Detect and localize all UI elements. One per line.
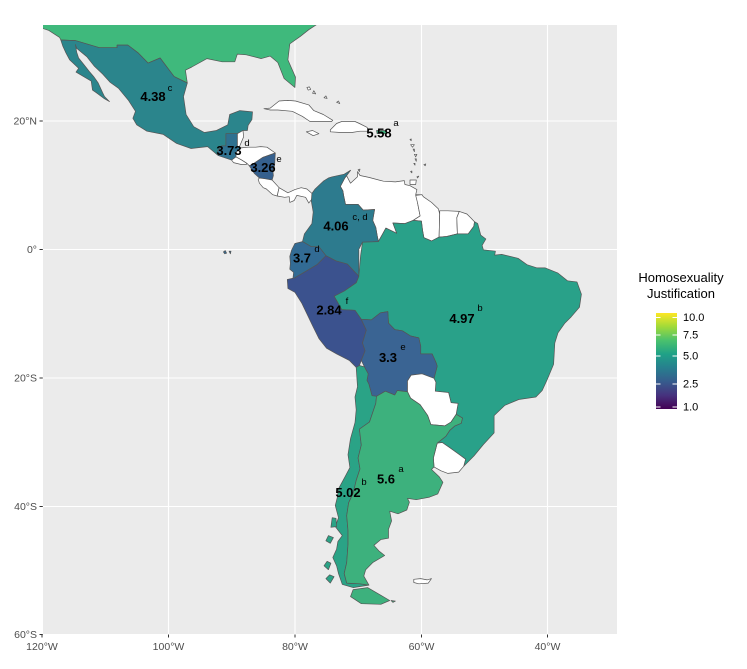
country-falklands (413, 578, 432, 585)
country-sup-label-bolivia: e (400, 342, 405, 353)
country-sup-label-colombia: c, d (352, 212, 367, 223)
x-axis: 120°W 100°W 80°W 60°W 40°W (26, 634, 561, 653)
country-cuba (263, 100, 334, 122)
country-value-label-chile: 5.02 (335, 485, 360, 500)
country-sup-label-mexico: c (168, 83, 173, 94)
country-value-label-colombia: 4.06 (323, 219, 348, 234)
country-value-label-brazil: 4.97 (449, 311, 474, 326)
legend-tick-label: 7.5 (683, 330, 698, 342)
country-hispaniola (329, 121, 370, 133)
country-value-label-nicaragua: 3.26 (250, 160, 275, 175)
x-axis-ticks (41, 634, 548, 638)
y-tick-label: 40°S (14, 501, 37, 513)
country-sup-label-guatemala: d (244, 138, 249, 149)
legend-tick-label: 2.5 (683, 379, 698, 391)
country-value-label-ecuador: 3.7 (293, 251, 311, 266)
country-sup-label-argentina: a (398, 464, 404, 475)
country-argentina (343, 390, 463, 586)
country-value-label-argentina: 5.6 (377, 472, 395, 487)
country-galapagos (223, 250, 232, 255)
x-tick-label: 60°W (409, 641, 435, 653)
y-tick-label: 60°S (14, 629, 37, 641)
y-tick-label: 20°N (14, 116, 37, 128)
country-value-label-peru: 2.84 (316, 303, 342, 318)
country-sup-label-peru: f (346, 296, 349, 307)
country-costa_rica (257, 177, 280, 197)
country-mexico (60, 39, 253, 156)
country-sup-label-nicaragua: e (276, 154, 281, 165)
legend-colorbar-ticks (656, 317, 677, 408)
country-sup-label-puerto_rico: a (393, 118, 399, 129)
legend-colorbar (656, 313, 677, 409)
x-tick-label: 40°W (535, 641, 561, 653)
country-staten (390, 600, 396, 603)
country-bahamas (306, 86, 341, 104)
y-tick-label: 20°S (14, 373, 37, 385)
country-suriname (438, 210, 460, 238)
country-sup-label-ecuador: d (314, 244, 319, 255)
country-puerto_rico (376, 130, 387, 135)
country-chiloe (330, 517, 337, 528)
legend: Homosexuality Justification 10.0 7.5 5.0… (638, 270, 724, 414)
map-layer (43, 25, 582, 605)
country-value-label-bolivia: 3.3 (379, 350, 397, 365)
y-axis: 20°N 0° 20°S 40°S 60°S (14, 116, 43, 641)
x-tick-label: 120°W (26, 641, 58, 653)
country-el_salvador (231, 156, 248, 165)
legend-tick-label: 5.0 (683, 351, 698, 363)
country-antilles (357, 138, 427, 185)
country-value-label-mexico: 4.38 (140, 89, 165, 104)
country-panama (276, 187, 314, 204)
country-value-label-guatemala: 3.73 (216, 143, 241, 158)
legend-tick-label: 10.0 (683, 312, 704, 324)
legend-tick-label: 1.0 (683, 402, 698, 414)
country-value-label-puerto_rico: 5.58 (366, 126, 391, 141)
country-sup-label-brazil: b (477, 303, 482, 314)
country-tierra_del_fuego (350, 587, 391, 605)
x-tick-label: 80°W (282, 641, 308, 653)
x-tick-label: 100°W (153, 641, 185, 653)
legend-title-line1: Homosexuality (638, 270, 724, 285)
country-chile_isl (323, 535, 335, 584)
y-axis-ticks (39, 120, 43, 635)
legend-title-line2: Justification (647, 286, 715, 301)
country-sup-label-chile: b (361, 477, 366, 488)
country-jamaica (305, 130, 320, 137)
y-tick-label: 0° (27, 244, 37, 256)
